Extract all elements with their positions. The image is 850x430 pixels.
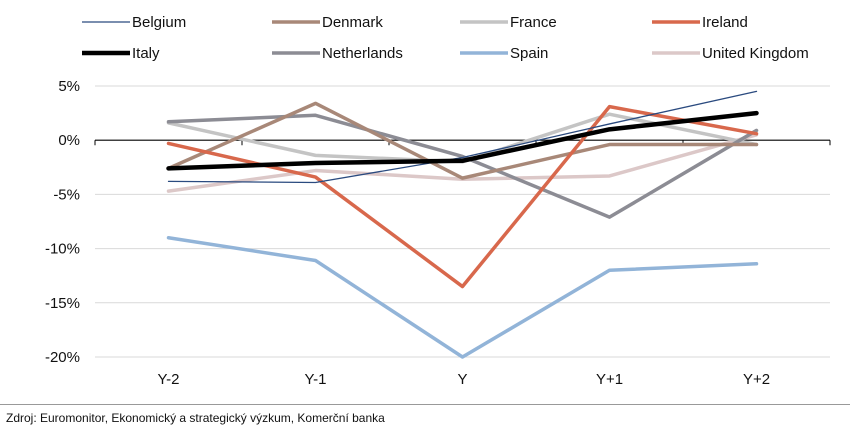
legend-label: France — [510, 14, 557, 31]
x-axis-ticks: Y-2 Y-1 Y Y+1 Y+2 — [158, 371, 771, 388]
series-line-belgium — [167, 90, 758, 184]
legend-label: Spain — [510, 45, 548, 62]
series-lines — [166, 90, 759, 359]
series-line-italy — [166, 110, 759, 171]
x-tick-label: Y-1 — [305, 371, 327, 388]
legend-label: Netherlands — [322, 45, 403, 62]
y-tick-label: -10% — [45, 241, 80, 258]
legend-label: Ireland — [702, 14, 748, 31]
x-tick-label: Y+1 — [596, 371, 623, 388]
series-line-ireland — [166, 104, 759, 289]
x-tick-label: Y-2 — [158, 371, 180, 388]
y-tick-label: -15% — [45, 295, 80, 312]
series-line-spain — [166, 236, 759, 359]
y-tick-label: 0% — [58, 132, 80, 149]
footer-divider — [0, 404, 850, 405]
legend-label: Italy — [132, 45, 160, 62]
y-tick-label: 5% — [58, 78, 80, 95]
x-tick-label: Y+2 — [743, 371, 770, 388]
x-tick-label: Y — [457, 371, 467, 388]
y-axis-ticks: 5% 0% -5% -10% -15% -20% — [45, 78, 80, 366]
legend-label: Belgium — [132, 14, 186, 31]
line-chart: 5% 0% -5% -10% -15% -20% Y-2 Y-1 Y Y+1 Y+2 Belgiu… — [45, 14, 831, 388]
legend-label: Denmark — [322, 14, 383, 31]
source-note: Zdroj: Euromonitor, Ekonomický a strateg… — [6, 411, 385, 425]
y-tick-label: -20% — [45, 349, 80, 366]
legend: Belgium Denmark France Ireland Italy Netherla… — [82, 14, 809, 62]
series-line-netherlands — [166, 113, 759, 219]
y-tick-label: -5% — [53, 186, 80, 203]
series-line-denmark — [166, 101, 759, 180]
legend-label: United Kingdom — [702, 45, 809, 62]
